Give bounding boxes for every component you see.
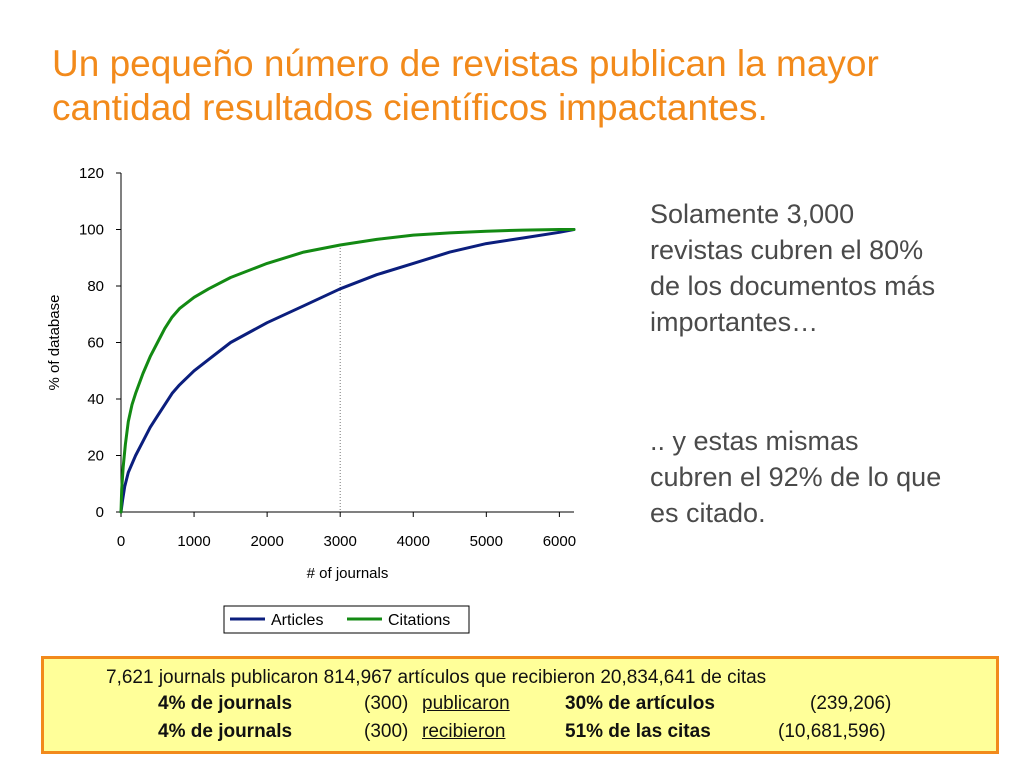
summary-row-1-share: 4% de journals (158, 693, 293, 714)
y-tick-label: 60 (87, 335, 104, 352)
line-chart: 0 20 40 60 80 100 120 0 1000 2000 3000 4000 5000 6000… (46, 165, 576, 634)
x-tick-label: 5000 (470, 533, 503, 550)
x-tick-label: 1000 (177, 533, 210, 550)
y-axis-label: % of database (46, 295, 63, 391)
summary-row-2-share: 4% de journals (158, 721, 293, 742)
summary-row-2-verb: recibieron (422, 721, 506, 742)
summary-row-2: 4% de journals (300) recibieron 51% de l… (44, 721, 996, 745)
x-tick-label: 2000 (250, 533, 283, 550)
series-line-articles (119, 228, 576, 514)
side-text-1-line: Solamente 3,000 (650, 199, 855, 229)
x-tick-label: 0 (117, 533, 125, 550)
summary-row-1-verb: publicaron (422, 693, 510, 714)
summary-box: 7,621 journals publicaron 814,967 artícu… (41, 656, 999, 754)
y-tick-label: 20 (87, 448, 104, 465)
slide-title: Un pequeño número de revistas publican l… (52, 42, 992, 130)
x-tick-label: 4000 (397, 533, 430, 550)
summary-row-1-total: (239,206) (810, 693, 892, 714)
y-tick-label: 40 (87, 391, 104, 408)
series-line-citations (119, 228, 576, 514)
summary-row-1: 4% de journals (300) publicaron 30% de a… (44, 693, 996, 717)
legend-label-articles: Articles (271, 612, 323, 629)
summary-row-2-total: (10,681,596) (778, 721, 886, 742)
side-text-1-line: revistas cubren el 80% (650, 235, 924, 265)
summary-row-1-percent: 30% de artículos (565, 693, 715, 714)
side-text-1-line: de los documentos más (650, 271, 936, 301)
legend-label-citations: Citations (388, 612, 450, 629)
side-text-2: .. y estas mismas cubren el 92% de lo qu… (650, 423, 1000, 531)
x-axis-label: # of journals (307, 565, 389, 582)
y-tick-label: 80 (87, 278, 104, 295)
x-tick-label: 3000 (324, 533, 357, 550)
y-tick-label: 100 (79, 222, 104, 239)
side-text-2-line: es citado. (650, 498, 766, 528)
x-tick-label: 6000 (543, 533, 576, 550)
summary-line: 7,621 journals publicaron 814,967 artícu… (106, 667, 767, 688)
summary-row-2-percent: 51% de las citas (565, 721, 711, 742)
y-tick-label: 0 (96, 504, 104, 521)
side-text-2-line: cubren el 92% de lo que (650, 462, 942, 492)
chart-area: 0 20 40 60 80 100 120 0 1000 2000 3000 4000 5000 6000… (0, 150, 600, 640)
side-text-1: Solamente 3,000 revistas cubren el 80% d… (650, 196, 1000, 340)
y-tick-label: 120 (79, 165, 104, 182)
title-line-1: Un pequeño número de revistas publican l… (52, 43, 879, 84)
summary-row-2-count: (300) (364, 721, 409, 742)
summary-row-1-count: (300) (364, 693, 409, 714)
title-line-2: cantidad resultados científicos impactan… (52, 87, 768, 128)
side-text-1-line: importantes… (650, 307, 819, 337)
side-text-2-line: .. y estas mismas (650, 426, 859, 456)
